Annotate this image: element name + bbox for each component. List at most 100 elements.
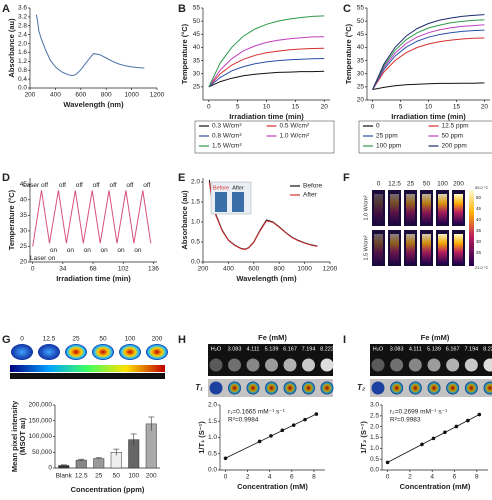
x-tick-label: 8 <box>475 474 479 481</box>
y-tick-label: 45 <box>193 31 201 38</box>
legend-label: 12.5 ppm <box>442 123 469 130</box>
point <box>303 417 307 422</box>
thermal-glow <box>422 194 431 224</box>
x-axis-label: Wavelength (nm) <box>236 274 297 283</box>
legend-label: 0.5 W/cm² <box>280 123 310 130</box>
mri-image <box>209 358 223 372</box>
line-series <box>35 14 145 77</box>
legend-label: 0.8 W/cm² <box>212 133 242 140</box>
legend-label: After <box>303 192 318 199</box>
panel-letter: E <box>178 172 185 184</box>
y-tick-label: 40 <box>20 196 28 203</box>
y-tick-label: 2.0 <box>191 179 200 186</box>
vial <box>215 192 227 212</box>
bar <box>75 459 87 469</box>
header: Fe (mM) <box>421 333 450 342</box>
mri-map <box>246 381 260 395</box>
y-tick-label: 1.0 <box>370 445 379 452</box>
y-tick-label: 1.0 <box>208 434 217 441</box>
mri-image <box>390 358 404 372</box>
y-tick-label: 0.0 <box>18 85 27 92</box>
y-axis-label: Temperature (°C) <box>180 23 189 84</box>
y-tick-label: 35 <box>193 57 201 64</box>
mri-image <box>283 358 297 372</box>
line-series <box>372 24 485 90</box>
x-tick-label: 10 <box>425 104 433 111</box>
image-label: 7.194 <box>464 346 478 352</box>
y-tick-label: 30 <box>357 70 365 77</box>
mri-image <box>228 358 241 372</box>
colorbar <box>469 190 474 266</box>
x-tick-label: 102 <box>118 266 129 273</box>
point <box>385 460 390 465</box>
line-series <box>372 14 485 90</box>
point <box>280 428 285 433</box>
header: Fe (mM) <box>258 333 287 342</box>
scale-label: 21.0 °C <box>475 265 488 270</box>
x-tick-label: 68 <box>89 266 97 273</box>
panel-letter: F <box>343 172 350 184</box>
y-tick-label: 35 <box>20 212 28 219</box>
point <box>420 442 424 447</box>
vial <box>232 192 244 212</box>
mri-image <box>483 358 492 372</box>
point <box>269 434 273 438</box>
annotation: off <box>93 182 100 189</box>
x-tick-label: 0 <box>371 104 375 111</box>
annotation: off <box>143 182 150 189</box>
msot-image <box>146 344 168 360</box>
msot-image <box>92 344 114 360</box>
thermal-glow <box>454 234 463 264</box>
image-label: 6.167 <box>446 346 460 352</box>
x-tick-label: 8 <box>312 474 316 481</box>
msot-image <box>65 344 87 360</box>
annotation: r₂=0.2699 mM⁻¹ s⁻¹ <box>390 409 448 416</box>
y-axis-label: Mean pixel intensity <box>10 400 19 472</box>
msot-image <box>38 344 60 360</box>
y-tick-label: 55 <box>357 5 365 12</box>
mri-image <box>302 358 315 372</box>
legend-box <box>194 120 335 154</box>
annotation: R²=0.9984 <box>228 417 259 424</box>
thermal-glow <box>390 194 399 224</box>
mri-map <box>390 381 404 395</box>
column-label: 0 <box>377 181 381 188</box>
mri-map <box>320 381 334 395</box>
annotation: off <box>126 182 133 189</box>
y-tick-label: 20 <box>357 97 365 104</box>
scale-tick-label: 35 <box>476 228 482 233</box>
x-tick-label: 400 <box>223 266 234 273</box>
panel-letter: I <box>343 334 346 346</box>
y-tick-label: 35 <box>357 57 365 64</box>
y-axis-label: Absorbance (au) <box>180 190 189 250</box>
x-tick-label: 0 <box>31 266 35 273</box>
x-tick-label: Blank <box>56 473 73 480</box>
image-label: 5.139 <box>427 346 441 352</box>
thermal-glow <box>454 194 463 224</box>
x-tick-label: 20 <box>321 104 329 111</box>
image-label: 200 <box>152 336 163 343</box>
column-label: 50 <box>423 181 431 188</box>
panel-letter: G <box>2 334 11 346</box>
mri-map <box>483 381 492 395</box>
mri-image <box>371 358 385 372</box>
y-axis-label: 1/T₂ (S⁻¹) <box>359 421 368 454</box>
msot-image <box>11 344 33 360</box>
mri-image <box>464 358 478 372</box>
legend-label: 0.3 W/cm² <box>212 123 242 130</box>
point <box>431 436 436 441</box>
x-tick-label: 0 <box>207 104 211 111</box>
mri-image <box>246 358 260 372</box>
image-label: 50 <box>99 336 107 343</box>
legend-label: 200 ppm <box>442 143 467 150</box>
mri-map <box>446 381 460 395</box>
scale-tick-label: 25 <box>476 250 482 255</box>
scale-label: 55.0 °C <box>475 185 488 190</box>
thermal-glow <box>438 194 447 224</box>
x-tick-label: 20 <box>481 104 489 111</box>
image-label: 4.111 <box>409 346 422 352</box>
colorbar-strip <box>10 373 165 379</box>
annotation: on <box>67 247 75 254</box>
legend-label: Before <box>303 183 323 190</box>
row-label: T₁ <box>195 383 203 392</box>
